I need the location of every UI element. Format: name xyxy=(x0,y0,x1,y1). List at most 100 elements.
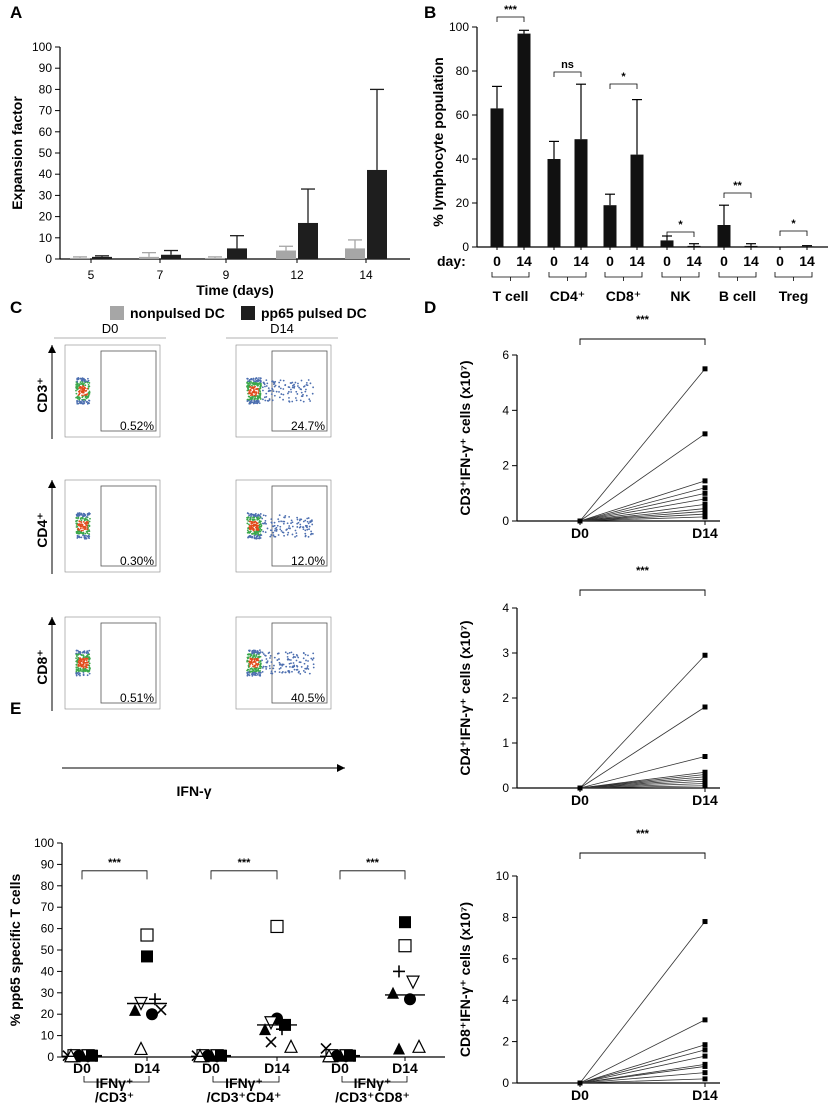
c-facs-event xyxy=(249,528,251,531)
c-facs-event xyxy=(88,399,91,402)
c-facs-event xyxy=(84,384,87,387)
c-facs-event xyxy=(246,382,249,384)
c-facs-event xyxy=(83,670,85,673)
c-facs-event xyxy=(281,531,284,534)
d-subject-line xyxy=(579,498,706,522)
d-subject-line xyxy=(579,1055,706,1084)
c-facs-event xyxy=(278,667,281,670)
c-facs-event xyxy=(297,656,300,659)
d-subject-line xyxy=(579,1019,706,1084)
e-group-label-1: IFNγ⁺ xyxy=(96,1075,134,1091)
c-facs-event xyxy=(312,652,315,655)
b-bar-1-d0 xyxy=(547,159,561,247)
c-facs-event xyxy=(246,529,249,532)
d-subject-line xyxy=(579,1044,706,1084)
c-x-arrowhead xyxy=(337,764,345,772)
a-ytick-label: 10 xyxy=(39,231,53,245)
c-facs-event xyxy=(255,377,258,379)
c-facs-event xyxy=(292,656,295,659)
c-facs-event xyxy=(303,662,306,665)
b-sig-bracket xyxy=(666,231,695,237)
c-facs-event xyxy=(307,535,310,538)
c-facs-event xyxy=(282,379,285,382)
c-facs-event xyxy=(304,535,307,538)
b-bar-1-d14 xyxy=(574,139,588,247)
e-marker-filled-square xyxy=(399,916,411,929)
c-facs-event xyxy=(83,661,86,664)
c-facs-event xyxy=(81,523,84,526)
d-subject-line xyxy=(579,706,706,789)
b-day-tick: 0 xyxy=(663,253,671,269)
c-facs-event xyxy=(264,385,266,388)
c-facs-event xyxy=(307,517,310,519)
c-facs-event xyxy=(288,525,291,527)
c-facs-event xyxy=(259,386,262,389)
c-facs-event xyxy=(273,535,276,538)
e-sig-bracket xyxy=(81,870,148,880)
c-facs-event xyxy=(82,388,84,391)
c-facs-event xyxy=(296,518,299,521)
c-facs-event xyxy=(248,381,251,384)
c-facs-event xyxy=(85,534,87,537)
d-ylabel-2: CD8⁺IFN-γ⁺ cells (x10⁷) xyxy=(457,902,473,1057)
c-facs-event xyxy=(259,398,262,400)
e-xtick-d14: D14 xyxy=(264,1060,290,1076)
c-facs-event xyxy=(302,528,305,531)
c-facs-event xyxy=(77,658,79,661)
b-sig-label: ns xyxy=(561,59,574,71)
c-facs-event xyxy=(256,522,259,525)
c-facs-event xyxy=(249,655,252,658)
c-facs-event xyxy=(248,650,251,653)
c-facs-event xyxy=(300,395,303,398)
d-subject-line xyxy=(579,487,706,522)
c-facs-event xyxy=(76,655,78,658)
c-facs-event xyxy=(262,389,264,392)
c-facs-event xyxy=(264,399,267,402)
c-facs-event xyxy=(252,521,255,523)
c-facs-event xyxy=(271,399,274,402)
c-facs-event xyxy=(289,382,292,384)
c-facs-event xyxy=(287,392,289,395)
c-facs-event xyxy=(310,520,313,523)
c-facs-event xyxy=(265,385,268,387)
c-facs-event xyxy=(248,660,251,663)
c-facs-event xyxy=(270,521,273,524)
c-facs-event xyxy=(296,516,298,519)
c-facs-event xyxy=(266,660,269,662)
c-facs-event xyxy=(291,533,294,536)
c-facs-event xyxy=(264,654,266,657)
d-subject-line xyxy=(579,1072,706,1084)
c-facs-event xyxy=(78,659,81,662)
e-ytick-label: 0 xyxy=(47,1050,54,1064)
c-facs-event xyxy=(247,668,250,671)
c-gate-percent: 24.7% xyxy=(291,419,325,433)
c-facs-event xyxy=(80,654,83,656)
c-facs-event xyxy=(257,380,259,383)
c-facs-event xyxy=(265,661,268,664)
c-facs-event xyxy=(88,657,91,660)
c-facs-event xyxy=(262,514,265,517)
c-facs-event xyxy=(267,652,270,655)
c-facs-event xyxy=(78,535,81,538)
c-facs-event xyxy=(86,522,89,525)
c-facs-event xyxy=(79,383,82,385)
c-facs-event xyxy=(279,667,282,669)
c-facs-event xyxy=(251,536,253,539)
d-sig-bracket xyxy=(579,338,706,345)
e-xtick-d14: D14 xyxy=(392,1060,418,1076)
c-facs-event xyxy=(76,397,79,400)
c-facs-event xyxy=(253,399,256,402)
c-facs-event xyxy=(283,516,285,519)
b-sig-bracket xyxy=(609,83,638,89)
a-ytick-label: 30 xyxy=(39,188,53,202)
c-facs-event xyxy=(252,529,255,532)
c-facs-event xyxy=(273,385,276,388)
d-d14-point xyxy=(702,366,708,372)
c-facs-event xyxy=(293,383,295,386)
e-group-label-2: /CD3⁺CD8⁺ xyxy=(335,1089,410,1104)
c-facs-event xyxy=(256,650,259,653)
c-facs-event xyxy=(280,393,283,395)
c-facs-event xyxy=(83,668,86,671)
a-ytick-label: 20 xyxy=(39,210,53,224)
c-facs-event xyxy=(76,400,79,403)
